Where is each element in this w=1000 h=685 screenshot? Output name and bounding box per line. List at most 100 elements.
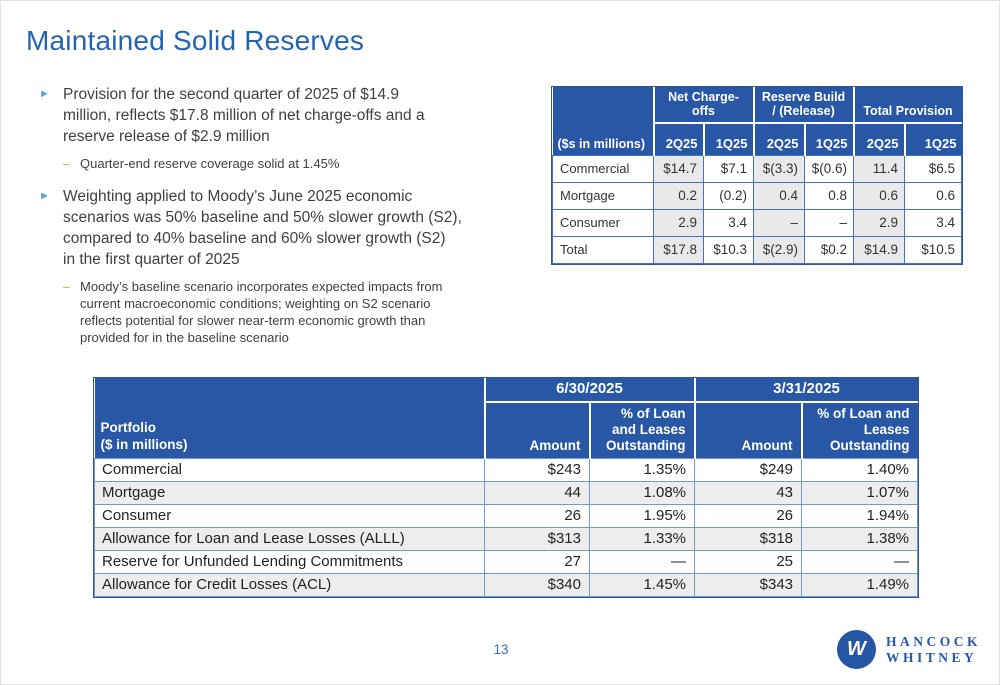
row-label: Reserve for Unfunded Lending Commitments bbox=[94, 549, 485, 574]
table-cell: 1.33% bbox=[588, 526, 696, 551]
table-cell: 1.07% bbox=[801, 480, 919, 505]
portfolio-table: Portfolio ($ in millions) 6/30/2025 3/31… bbox=[94, 378, 919, 597]
sub-bullet-dash-icon: – bbox=[63, 156, 71, 171]
table-cell: 2.9 bbox=[653, 208, 704, 237]
column-header-2q25: 2Q25 bbox=[852, 123, 905, 155]
sub-bullet-item: – Quarter-end reserve coverage solid at … bbox=[63, 155, 529, 172]
table-cell: 26 bbox=[484, 503, 590, 528]
portfolio-header-label: Portfolio ($ in millions) bbox=[94, 378, 486, 458]
bullet-line: in the first quarter of 2025 bbox=[63, 251, 240, 268]
table-row-total: Total $17.8 $10.3 $(2.9) $0.2 $14.9 $10.… bbox=[552, 235, 963, 264]
bullet-line: reserve release of $2.9 million bbox=[63, 128, 270, 145]
portfolio-header-line: ($ in millions) bbox=[100, 436, 188, 452]
table-cell: $343 bbox=[694, 572, 803, 597]
bullet-arrow-icon: ► bbox=[39, 88, 50, 100]
provision-table-container: ($s in millions) Net Charge-offs Reserve… bbox=[552, 87, 963, 264]
table-cell: 44 bbox=[484, 480, 590, 505]
portfolio-table-group-header-row: Portfolio ($ in millions) 6/30/2025 3/31… bbox=[94, 378, 918, 458]
column-group-net-charge-offs: Net Charge-offs bbox=[652, 87, 754, 124]
provision-table-subheader-row: 2Q25 1Q25 2Q25 1Q25 2Q25 1Q25 bbox=[553, 123, 962, 155]
column-group-3-31-2025: 3/31/2025 bbox=[693, 378, 918, 403]
table-cell: 0.6 bbox=[853, 181, 906, 210]
table-cell: 3.4 bbox=[904, 208, 963, 237]
sub-bullet-line: reflects potential for slower near-term … bbox=[80, 313, 426, 328]
table-cell: $340 bbox=[484, 572, 590, 597]
table-cell: $(3.3) bbox=[753, 154, 806, 183]
table-cell: – bbox=[753, 208, 806, 237]
column-group-total-provision: Total Provision bbox=[852, 87, 962, 124]
portfolio-table-container: Portfolio ($ in millions) 6/30/2025 3/31… bbox=[94, 378, 919, 597]
table-cell: 1.94% bbox=[801, 503, 919, 528]
row-label: Consumer bbox=[94, 503, 485, 528]
sub-bullet-line: provided for in the baseline scenario bbox=[80, 330, 289, 345]
column-header-1q25: 1Q25 bbox=[803, 123, 854, 155]
sub-bullet-line: Quarter-end reserve coverage solid at 1.… bbox=[80, 156, 340, 171]
table-cell: 0.8 bbox=[804, 181, 855, 210]
logo-wordmark-line: WHITNEY bbox=[886, 649, 978, 665]
table-row: Commercial $243 1.35% $249 1.40% bbox=[94, 457, 919, 482]
row-label: Mortgage bbox=[552, 181, 654, 210]
table-cell: $243 bbox=[484, 457, 590, 482]
row-label: Consumer bbox=[552, 208, 654, 237]
table-cell: 3.4 bbox=[702, 208, 755, 237]
sub-bullet-text: Quarter-end reserve coverage solid at 1.… bbox=[80, 155, 339, 172]
table-cell: $14.9 bbox=[853, 235, 906, 264]
table-cell: 1.45% bbox=[588, 572, 696, 597]
table-row: Reserve for Unfunded Lending Commitments… bbox=[94, 549, 919, 574]
table-cell: $10.5 bbox=[904, 235, 963, 264]
table-row: Consumer 26 1.95% 26 1.94% bbox=[94, 503, 919, 528]
table-cell: $249 bbox=[694, 457, 803, 482]
table-cell: 0.2 bbox=[653, 181, 704, 210]
bullet-line: million, reflects $17.8 million of net c… bbox=[63, 107, 425, 124]
table-cell: – bbox=[804, 208, 855, 237]
sub-bullet-line: current macroeconomic conditions; weight… bbox=[80, 296, 431, 311]
table-cell: 1.49% bbox=[801, 572, 919, 597]
sub-bullet-dash-icon: – bbox=[63, 279, 71, 294]
table-cell: 1.35% bbox=[588, 457, 696, 482]
bullet-list: ► Provision for the second quarter of 20… bbox=[39, 84, 529, 360]
column-header-2q25: 2Q25 bbox=[652, 123, 704, 155]
table-cell: 43 bbox=[694, 480, 803, 505]
table-cell: $(0.6) bbox=[804, 154, 855, 183]
row-label: Mortgage bbox=[94, 480, 485, 505]
table-row: Allowance for Loan and Lease Losses (ALL… bbox=[94, 526, 919, 551]
table-cell: 26 bbox=[694, 503, 803, 528]
provision-table: ($s in millions) Net Charge-offs Reserve… bbox=[552, 87, 963, 264]
table-cell: 1.95% bbox=[588, 503, 696, 528]
table-cell: 25 bbox=[694, 549, 803, 574]
table-row: Mortgage 44 1.08% 43 1.07% bbox=[94, 480, 919, 505]
portfolio-header-line: Portfolio bbox=[100, 419, 157, 435]
table-cell: $(2.9) bbox=[753, 235, 806, 264]
column-header-2q25: 2Q25 bbox=[752, 123, 805, 155]
bullet-text: Provision for the second quarter of 2025… bbox=[63, 84, 425, 147]
column-header-1q25: 1Q25 bbox=[903, 123, 962, 155]
sub-bullet-text: Moody’s baseline scenario incorporates e… bbox=[80, 278, 443, 346]
table-cell: 1.40% bbox=[801, 457, 919, 482]
bullet-line: scenarios was 50% baseline and 50% slowe… bbox=[63, 209, 462, 226]
table-cell: $313 bbox=[484, 526, 590, 551]
bullet-line: Provision for the second quarter of 2025… bbox=[63, 86, 400, 103]
bullet-line: Weighting applied to Moody’s June 2025 e… bbox=[63, 188, 413, 205]
row-label: Allowance for Credit Losses (ACL) bbox=[94, 572, 485, 597]
table-cell: $318 bbox=[694, 526, 803, 551]
logo-wordmark: HANCOCK WHITNEY bbox=[886, 634, 981, 665]
bullet-arrow-icon: ► bbox=[39, 190, 50, 202]
table-row: Commercial $14.7 $7.1 $(3.3) $(0.6) 11.4… bbox=[552, 154, 963, 183]
table-cell: 2.9 bbox=[853, 208, 906, 237]
column-group-reserve-build-release: Reserve Build / (Release) bbox=[752, 87, 854, 124]
column-group-6-30-2025: 6/30/2025 bbox=[483, 378, 695, 403]
table-cell: 0.6 bbox=[904, 181, 963, 210]
portfolio-table-subheader-row: Amount % of Loan and Leases Outstanding … bbox=[95, 402, 918, 458]
bullet-item: ► Provision for the second quarter of 20… bbox=[39, 84, 529, 147]
table-cell: 1.38% bbox=[801, 526, 919, 551]
table-cell: 27 bbox=[484, 549, 590, 574]
logo-wordmark-line: HANCOCK bbox=[886, 634, 981, 649]
table-cell: — bbox=[588, 549, 696, 574]
table-cell: $7.1 bbox=[702, 154, 755, 183]
row-label: Commercial bbox=[552, 154, 654, 183]
logo-monogram-icon: W bbox=[837, 630, 876, 669]
column-header-pct-outstanding: % of Loan and Leases Outstanding bbox=[588, 402, 695, 458]
provision-table-group-header-row: ($s in millions) Net Charge-offs Reserve… bbox=[552, 87, 962, 155]
row-label: Total bbox=[552, 235, 654, 264]
row-label: Commercial bbox=[94, 457, 485, 482]
